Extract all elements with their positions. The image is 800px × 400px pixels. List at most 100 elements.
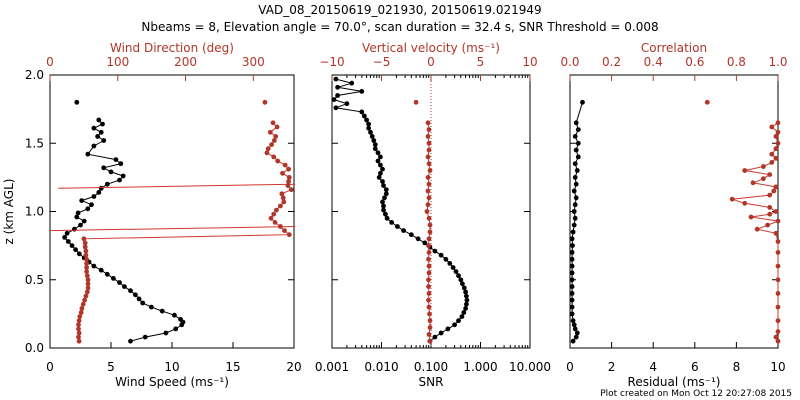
panel-wind-wind-direction-point xyxy=(83,252,89,258)
panel-vertical-snr-point xyxy=(432,334,438,340)
panel-wind-wind-direction-point xyxy=(279,191,285,197)
panel-wind-wind-speed-point xyxy=(74,214,80,220)
y-tick-label: 1.5 xyxy=(25,136,44,150)
panel-residual-correlation-point xyxy=(742,168,748,173)
panel-residual-residual-point xyxy=(571,188,577,194)
panel-vertical-snr-point xyxy=(464,293,469,299)
panel-wind-wind-direction-point xyxy=(282,162,288,168)
panel-wind-wind-speed-point xyxy=(91,263,97,269)
panel-wind-wind-direction-point xyxy=(82,240,88,246)
panel-residual-correlation-point xyxy=(773,155,779,161)
panel-wind-wind-direction-point xyxy=(76,338,82,344)
panel-vertical-snr-point xyxy=(463,306,468,311)
panel-wind-wind-speed-point xyxy=(85,206,91,212)
panel-wind-wind-direction-point xyxy=(76,330,82,336)
panel-vertical-snr-point xyxy=(333,76,339,82)
panel-vertical-vertical-velocity-point xyxy=(427,168,433,173)
panel-wind-wind-speed-point xyxy=(136,296,142,302)
panel-vertical-vertical-velocity-point xyxy=(426,332,432,337)
panel-wind-wind-direction-point xyxy=(281,199,287,205)
panel-wind-wind-speed-point xyxy=(91,125,97,131)
panel-wind-wind-direction-point xyxy=(76,318,82,324)
panel-wind-wind-direction-point xyxy=(82,244,88,250)
panel-vertical-snr-point xyxy=(381,203,386,209)
panel-residual-correlation-point xyxy=(761,164,766,169)
y-axis-label: z (km AGL) xyxy=(2,179,16,245)
panel-vertical-snr-point xyxy=(461,285,467,291)
panel-vertical-snr-point xyxy=(389,220,394,225)
panel-wind-group xyxy=(49,74,296,349)
panel-residual-correlation-point xyxy=(773,134,779,139)
panel-residual-residual-point xyxy=(580,99,585,105)
panel-residual-correlation-point xyxy=(765,222,770,228)
panel-wind-wind-speed-point xyxy=(159,308,165,314)
panel-vertical-snr-point xyxy=(359,89,365,94)
panel-vertical-vertical-velocity-point xyxy=(413,99,419,105)
panel-residual-bottom-tick-label: 4 xyxy=(649,360,657,374)
panel-residual-correlation-point xyxy=(775,129,781,135)
panel-residual-correlation-point xyxy=(775,291,781,296)
panel-residual-residual-point xyxy=(569,236,575,242)
panel-wind-wind-direction-point xyxy=(274,124,280,130)
panel-wind-wind-speed-point xyxy=(104,271,110,277)
panel-wind-wind-speed-point xyxy=(128,288,133,294)
panel-wind-wind-direction-point xyxy=(267,129,273,135)
panel-vertical-snr-point xyxy=(378,162,383,168)
panel-vertical-snr-point xyxy=(432,248,438,254)
panel-vertical-snr-point xyxy=(438,330,444,336)
panel-wind-wind-speed-point xyxy=(128,338,133,344)
panel-wind-wind-direction-point xyxy=(286,175,292,180)
panel-wind-wind-speed-point xyxy=(111,276,116,281)
panel-wind-wind-speed-point xyxy=(75,210,81,216)
panel-residual-residual-point xyxy=(573,181,579,187)
panel-vertical-snr-point xyxy=(378,170,383,176)
panel-vertical-snr-point xyxy=(375,158,381,164)
panel-wind-wind-speed-point xyxy=(120,173,126,179)
panel-wind-wind-direction-wrap-segment xyxy=(58,183,296,189)
panel-wind-wind-direction-point xyxy=(84,261,89,266)
panel-residual-residual-point xyxy=(572,175,578,180)
panel-wind-wind-speed-point xyxy=(69,243,75,249)
panel-wind-wind-direction-point xyxy=(76,326,81,332)
panel-vertical-snr-point xyxy=(372,146,378,152)
panel-wind-bottom-tick-label: 10 xyxy=(164,360,179,374)
panel-vertical-snr-point xyxy=(380,199,385,205)
panel-wind-wind-speed-point xyxy=(91,194,97,199)
panel-residual-residual-point xyxy=(569,304,575,310)
panel-residual-correlation-point xyxy=(775,140,781,146)
panel-wind-wind-direction-point xyxy=(264,150,270,156)
panel-residual-group xyxy=(569,74,781,349)
panel-vertical-snr-point xyxy=(408,232,414,238)
panel-wind-wind-speed-point xyxy=(98,267,104,273)
panel-wind-wind-speed-point xyxy=(62,235,67,240)
panel-wind-wind-direction-point xyxy=(280,195,286,201)
panel-wind-wind-direction-point xyxy=(78,310,84,315)
panel-vertical-vertical-velocity-point xyxy=(426,161,432,167)
panel-vertical-bottom-tick-label: 0.010 xyxy=(364,360,398,374)
panel-vertical-vertical-velocity-point xyxy=(427,222,433,228)
panel-wind-wind-speed-point xyxy=(118,161,124,167)
panel-residual-residual-point xyxy=(573,334,579,340)
panel-vertical-snr-point xyxy=(366,121,371,127)
panel-wind-wind-speed-point xyxy=(89,202,94,208)
panel-residual-residual-point xyxy=(571,222,577,228)
panel-vertical-snr-point xyxy=(463,289,468,295)
panel-residual-correlation-point xyxy=(704,99,710,105)
panel-wind-wind-speed-point xyxy=(142,334,148,340)
figure-title-line2: Nbeams = 8, Elevation angle = 70.0°, sca… xyxy=(141,20,658,34)
panel-residual-correlation-point xyxy=(773,184,779,190)
panel-residual-residual-point xyxy=(570,243,575,249)
panel-wind-wind-direction-point xyxy=(270,120,276,126)
y-tick-label: 0.0 xyxy=(25,341,44,355)
panel-vertical-snr-point xyxy=(464,301,469,307)
panel-residual-correlation-point xyxy=(761,176,766,182)
panel-vertical-snr-point xyxy=(381,207,386,213)
panel-wind-wind-speed-point xyxy=(172,312,177,318)
figure-title-line1: VAD_08_20150619_021930, 20150619.021949 xyxy=(258,3,541,17)
panel-wind-wind-direction-point xyxy=(80,301,86,307)
panel-residual-residual-point xyxy=(572,134,578,139)
panel-vertical-vertical-velocity-point xyxy=(426,147,432,153)
y-tick-label: 0.5 xyxy=(25,273,44,287)
panel-wind-wind-direction-point xyxy=(271,154,277,160)
panel-vertical-snr-point xyxy=(458,277,464,283)
